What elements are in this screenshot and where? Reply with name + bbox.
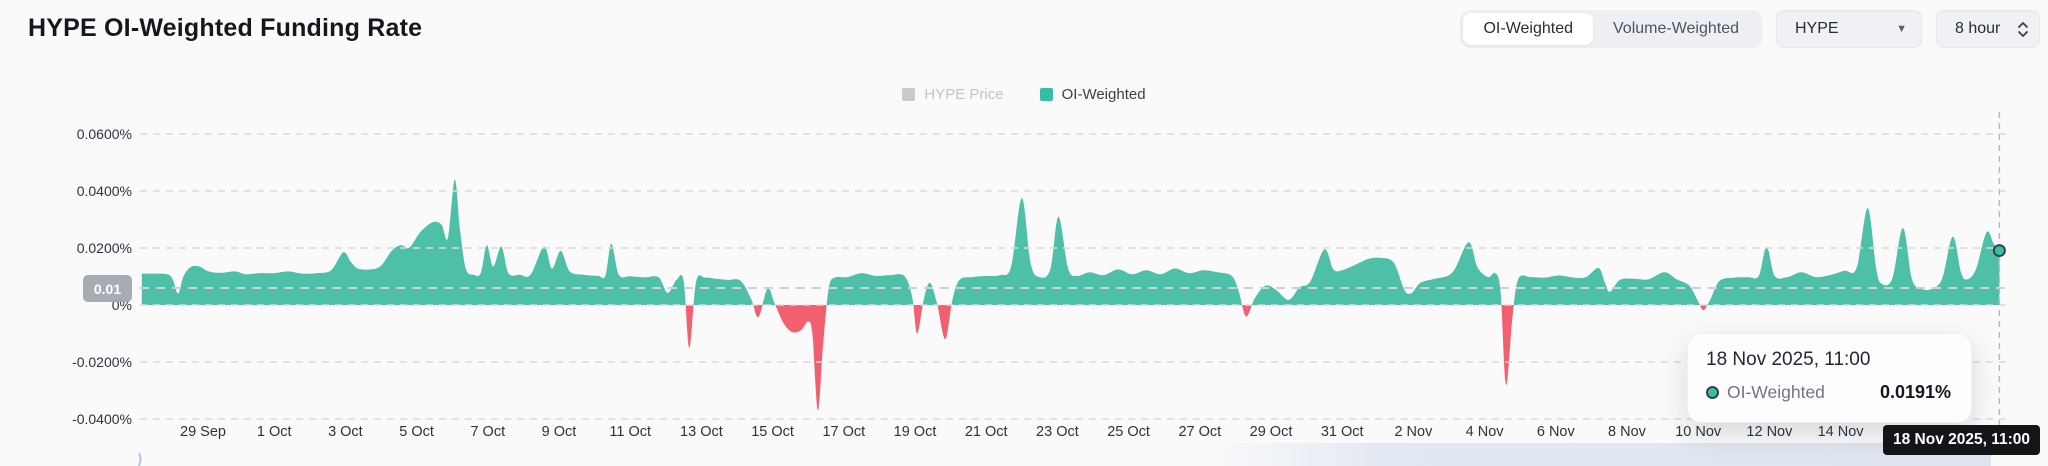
tooltip-value: 0.0191%	[1879, 382, 1951, 402]
page-title: HYPE OI-Weighted Funding Rate	[28, 14, 423, 42]
legend-item-oi-weighted[interactable]: OI-Weighted	[1039, 86, 1146, 103]
coin-select-value: HYPE	[1795, 20, 1839, 37]
series-marker-icon	[1706, 386, 1719, 399]
last-point-marker	[1992, 244, 2006, 258]
legend-item-hype-price[interactable]: HYPE Price	[902, 86, 1004, 103]
positive-area	[141, 179, 2000, 305]
next-chart-peek-line	[138, 452, 142, 466]
legend-label-hype-price: HYPE Price	[924, 86, 1004, 103]
tooltip-series-label: OI-Weighted	[1727, 382, 1825, 402]
legend-swatch-hype-price	[902, 88, 916, 101]
next-section-gradient	[1205, 443, 1991, 466]
tooltip-date: 18 Nov 2025, 11:00	[1706, 349, 1871, 370]
coin-select[interactable]: HYPE ▼	[1776, 10, 1922, 48]
chart-controls: OI-Weighted Volume-Weighted HYPE ▼ 8 hou…	[1460, 10, 2040, 48]
chevron-up-down-icon	[2017, 21, 2029, 38]
crosshair-date-badge: 18 Nov 2025, 11:00	[1883, 425, 2040, 455]
legend-swatch-oi-weighted	[1039, 88, 1053, 101]
current-value-badge: 0.01	[83, 275, 132, 302]
tab-oi-weighted[interactable]: OI-Weighted	[1463, 13, 1593, 45]
chart-tooltip: 18 Nov 2025, 11:00 OI-Weighted 0.0191%	[1687, 333, 1972, 423]
weighting-segmented-control: OI-Weighted Volume-Weighted	[1460, 10, 1762, 48]
interval-select[interactable]: 8 hour	[1936, 10, 2040, 48]
tooltip-row: OI-Weighted 0.0191%	[1688, 382, 1971, 403]
tab-volume-weighted[interactable]: Volume-Weighted	[1613, 20, 1739, 37]
chevron-down-icon: ▼	[1896, 22, 1907, 35]
legend-label-oi-weighted: OI-Weighted	[1061, 86, 1146, 103]
chart-legend: HYPE Price OI-Weighted	[0, 86, 2048, 103]
interval-select-value: 8 hour	[1955, 20, 2001, 37]
